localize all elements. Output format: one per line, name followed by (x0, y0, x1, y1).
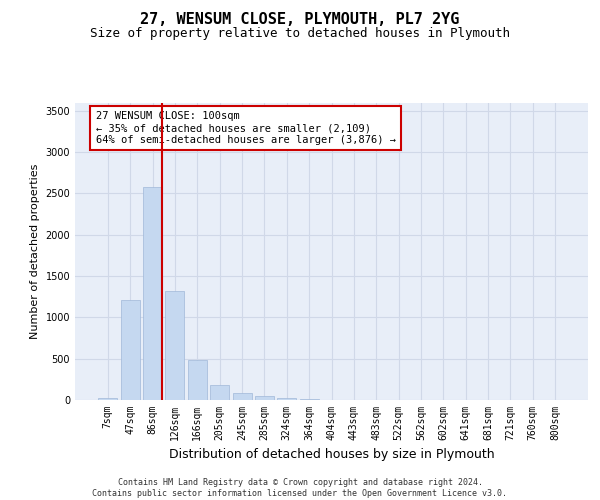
Bar (143, 187, 162, 400)
Text: 27, WENSUM CLOSE, PLYMOUTH, PL7 2YG: 27, WENSUM CLOSE, PLYMOUTH, PL7 2YG (140, 12, 460, 28)
Bar (299, 399, 319, 400)
Text: Size of property relative to detached houses in Plymouth: Size of property relative to detached ho… (90, 28, 510, 40)
Bar (233, 394, 251, 400)
Text: 27 WENSUM CLOSE: 100sqm
← 35% of detached houses are smaller (2,109)
64% of semi: 27 WENSUM CLOSE: 100sqm ← 35% of detache… (95, 112, 395, 144)
Bar (210, 385, 229, 400)
Bar (188, 360, 207, 400)
Y-axis label: Number of detached properties: Number of detached properties (30, 164, 40, 339)
Bar (121, 300, 140, 400)
Text: Contains HM Land Registry data © Crown copyright and database right 2024.
Contai: Contains HM Land Registry data © Crown c… (92, 478, 508, 498)
Bar (255, 396, 274, 400)
Bar (277, 398, 296, 400)
X-axis label: Distribution of detached houses by size in Plymouth: Distribution of detached houses by size … (169, 448, 494, 462)
Bar (98, 398, 118, 400)
Bar (166, 291, 184, 400)
